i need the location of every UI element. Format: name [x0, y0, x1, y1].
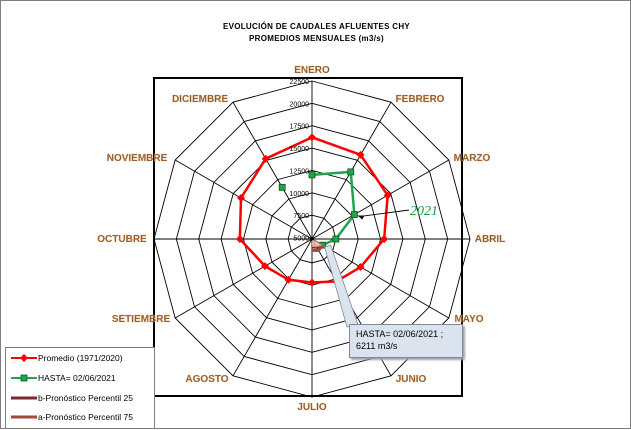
tick-label-7500: 7500: [293, 213, 309, 220]
data-point-hasta-enero: [308, 171, 316, 179]
legend-label-hasta: HASTA= 02/06/2021: [38, 373, 116, 383]
legend-item-percentil-75: a-Pronóstico Percentil 75: [8, 411, 152, 425]
category-label-marzo: MARZO: [454, 153, 491, 164]
tick-label-20000: 20000: [290, 101, 310, 108]
callout-line-2: 6211 m3/s: [356, 341, 398, 351]
data-point-promedio-abril: [380, 235, 389, 243]
legend-item-hasta: HASTA= 02/06/2021: [8, 372, 152, 386]
tick-label-5000: 5000: [293, 236, 309, 243]
category-label-agosto: AGOSTO: [185, 374, 228, 385]
data-point-hasta-diciembre: [278, 183, 286, 191]
spoke-11: [232, 101, 313, 240]
legend-item-promedio: Promedio (1971/2020): [8, 352, 152, 366]
data-point-promedio-noviembre: [236, 194, 245, 203]
chart-subtitle: PROMEDIOS MENSUALES (m3/s): [249, 34, 384, 43]
legend-label-percentil-75: a-Pronóstico Percentil 75: [38, 412, 133, 422]
spoke-2: [311, 159, 450, 240]
tick-label-10000: 10000: [290, 191, 310, 198]
data-point-promedio-octubre: [235, 235, 244, 243]
category-label-diciembre: DICIEMBRE: [172, 94, 228, 105]
data-point-promedio-enero: [308, 133, 316, 142]
series-line-hasta: [311, 170, 356, 247]
data-point-promedio-mayo: [356, 263, 365, 272]
category-label-enero: ENERO: [294, 65, 330, 76]
category-label-octubre: OCTUBRE: [97, 234, 147, 245]
category-label-junio: JUNIO: [396, 374, 427, 385]
data-point-hasta-marzo: [350, 211, 358, 218]
legend-label-percentil-25: b-Pronóstico Percentil 25: [38, 393, 133, 403]
annotation-2021: 2021: [410, 204, 438, 219]
legend-symbol-percentil-75: [11, 415, 37, 419]
tick-label-17500: 17500: [290, 124, 310, 131]
spoke-10: [174, 159, 313, 240]
data-point-promedio-diciembre: [261, 154, 270, 163]
legend-symbol-promedio: [11, 354, 37, 362]
forecast-band: [312, 239, 323, 248]
data-point-promedio-julio: [308, 278, 316, 287]
category-label-noviembre: NOVIEMBRE: [107, 153, 168, 164]
category-label-setiembre: SETIEMBRE: [112, 314, 171, 325]
data-point-promedio-febrero: [356, 150, 365, 159]
data-point-promedio-setiembre: [261, 262, 270, 271]
tick-label-12500: 12500: [290, 168, 310, 175]
callout-line-1: HASTA= 02/06/2021 ;: [356, 329, 444, 339]
legend: Promedio (1971/2020) HASTA= 02/06/2021 b…: [5, 347, 155, 429]
category-label-julio: JULIO: [297, 402, 327, 413]
spoke-7: [232, 238, 313, 377]
annotation-2021-arrow: [359, 209, 410, 217]
data-point-hasta-febrero: [347, 168, 355, 176]
tick-label-22500: 22500: [290, 79, 310, 86]
data-point-promedio-agosto: [284, 275, 293, 284]
data-point-promedio-marzo: [383, 191, 392, 200]
tick-label-15000: 15000: [290, 146, 310, 153]
legend-symbol-percentil-25: [11, 396, 37, 400]
category-label-febrero: FEBRERO: [396, 94, 445, 105]
category-label-abril: ABRIL: [475, 234, 506, 245]
chart-title: EVOLUCIÓN DE CAUDALES AFLUENTES CHY: [222, 22, 411, 31]
legend-symbol-hasta: [11, 374, 37, 382]
callout-current-value: HASTA= 02/06/2021 ; 6211 m3/s: [349, 324, 463, 358]
spoke-8: [174, 238, 313, 319]
legend-item-percentil-25: b-Pronóstico Percentil 25: [8, 392, 152, 406]
annotation-2021-arrowhead: [357, 215, 365, 220]
data-point-hasta-abril: [332, 235, 340, 243]
spoke-4: [311, 238, 450, 319]
series-line-percentil-75: [311, 244, 324, 252]
category-label-mayo: MAYO: [454, 314, 483, 325]
legend-label-promedio: Promedio (1971/2020): [38, 353, 123, 363]
